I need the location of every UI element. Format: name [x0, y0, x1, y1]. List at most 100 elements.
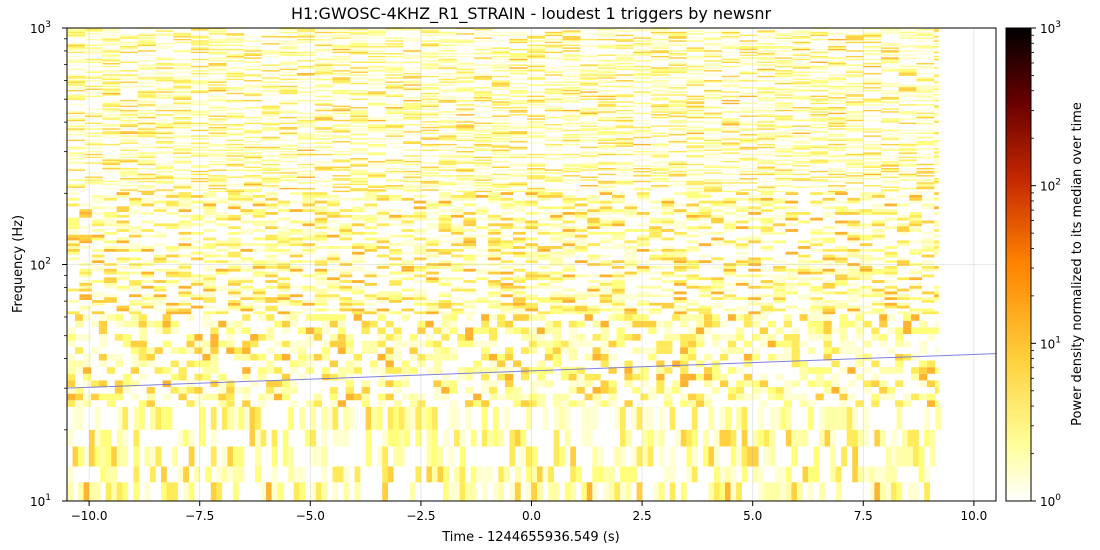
heatmap-cell [544, 88, 563, 90]
heatmap-cell [719, 353, 729, 361]
heatmap-cell [102, 125, 121, 127]
heatmap-cell [668, 116, 687, 119]
heatmap-cell [615, 145, 634, 147]
heatmap-cell [686, 302, 700, 306]
heatmap-cell [120, 126, 139, 129]
heatmap-cell [650, 145, 669, 147]
heatmap-cell [859, 226, 873, 230]
heatmap-cell [615, 131, 634, 133]
heatmap-cell [367, 124, 386, 126]
heatmap-cell [190, 111, 209, 113]
heatmap-cell [887, 387, 896, 394]
heatmap-cell [847, 231, 861, 235]
heatmap-cell [512, 274, 526, 278]
heatmap-cell [425, 320, 434, 328]
heatmap-cell [350, 158, 369, 160]
heatmap-cell [544, 131, 563, 133]
heatmap-cell [302, 243, 316, 247]
heatmap-cell [845, 159, 864, 161]
heatmap-cell [725, 406, 731, 430]
heatmap-cell [934, 297, 939, 300]
heatmap-cell [250, 340, 259, 348]
heatmap-cell [831, 373, 840, 381]
heatmap-cell [509, 132, 528, 134]
heatmap-cell [721, 168, 740, 170]
heatmap-cell [173, 162, 192, 164]
heatmap-cell [845, 85, 864, 88]
heatmap-cell [719, 373, 729, 381]
heatmap-cell [698, 288, 712, 292]
heatmap-cell [350, 172, 369, 174]
heatmap-cell [895, 334, 904, 341]
heatmap-cell [475, 194, 489, 198]
heatmap-cell [757, 133, 776, 136]
heatmap-cell [463, 246, 477, 249]
heatmap-cell [752, 466, 759, 483]
heatmap-cell [686, 169, 705, 171]
heatmap-cell [401, 223, 415, 227]
heatmap-cell [884, 260, 898, 264]
heatmap-cell [403, 160, 422, 163]
heatmap-cell [723, 226, 737, 230]
heatmap-cell [559, 446, 565, 467]
heatmap-cell [463, 212, 477, 215]
heatmap-cell [265, 257, 278, 261]
heatmap-cell [297, 112, 316, 115]
heatmap-cell [178, 277, 192, 281]
heatmap-cell [757, 180, 776, 183]
heatmap-cell [258, 373, 267, 381]
heatmap-cell [813, 466, 820, 483]
heatmap-cell [704, 183, 723, 186]
heatmap-cell [757, 153, 776, 156]
heatmap-cell [633, 179, 652, 181]
heatmap-cell [760, 200, 774, 204]
heatmap-cell [735, 246, 749, 249]
heatmap-cell [297, 170, 316, 173]
heatmap-cell [353, 314, 362, 321]
heatmap-cell [426, 299, 439, 303]
heatmap-cell [879, 334, 888, 341]
heatmap-cell [215, 214, 229, 218]
heatmap-cell [767, 320, 776, 328]
heatmap-cell [91, 217, 105, 221]
heatmap-cell [420, 132, 439, 134]
heatmap-cell [94, 482, 101, 501]
heatmap-cell [228, 265, 241, 269]
heatmap-cell [525, 302, 538, 306]
heatmap-cell [757, 166, 776, 169]
heatmap-cell [491, 141, 510, 143]
heatmap-cell [364, 217, 377, 221]
heatmap-cell [438, 175, 457, 177]
heatmap-cell [438, 234, 452, 238]
heatmap-cell [760, 274, 774, 278]
heatmap-cell [757, 121, 776, 123]
heatmap-cell [404, 429, 411, 447]
heatmap-cell [921, 220, 935, 224]
heatmap-cell [376, 237, 390, 241]
heatmap-cell [916, 112, 935, 115]
heatmap-cell [226, 142, 245, 144]
heatmap-cell [155, 146, 174, 149]
heatmap-cell [810, 185, 829, 187]
heatmap-cell [138, 373, 147, 381]
heatmap-cell [194, 387, 203, 394]
heatmap-cell [438, 183, 457, 186]
heatmap-cell [177, 466, 184, 483]
heatmap-cell [274, 353, 283, 361]
heatmap-cell [128, 243, 142, 247]
heatmap-cell [739, 107, 758, 109]
heatmap-cell [735, 237, 749, 241]
heatmap-cell [130, 380, 139, 388]
heatmap-cell [243, 84, 262, 86]
heatmap-cell [668, 170, 687, 173]
heatmap-cell [91, 223, 105, 227]
heatmap-cell [597, 89, 616, 92]
heatmap-cell [599, 274, 613, 278]
heatmap-cell [238, 406, 245, 430]
heatmap-cell [265, 280, 278, 283]
heatmap-cell [314, 291, 328, 295]
heatmap-cell [456, 162, 475, 164]
heatmap-cell [823, 320, 832, 328]
heatmap-cell [417, 353, 426, 361]
heatmap-cell [624, 271, 638, 275]
